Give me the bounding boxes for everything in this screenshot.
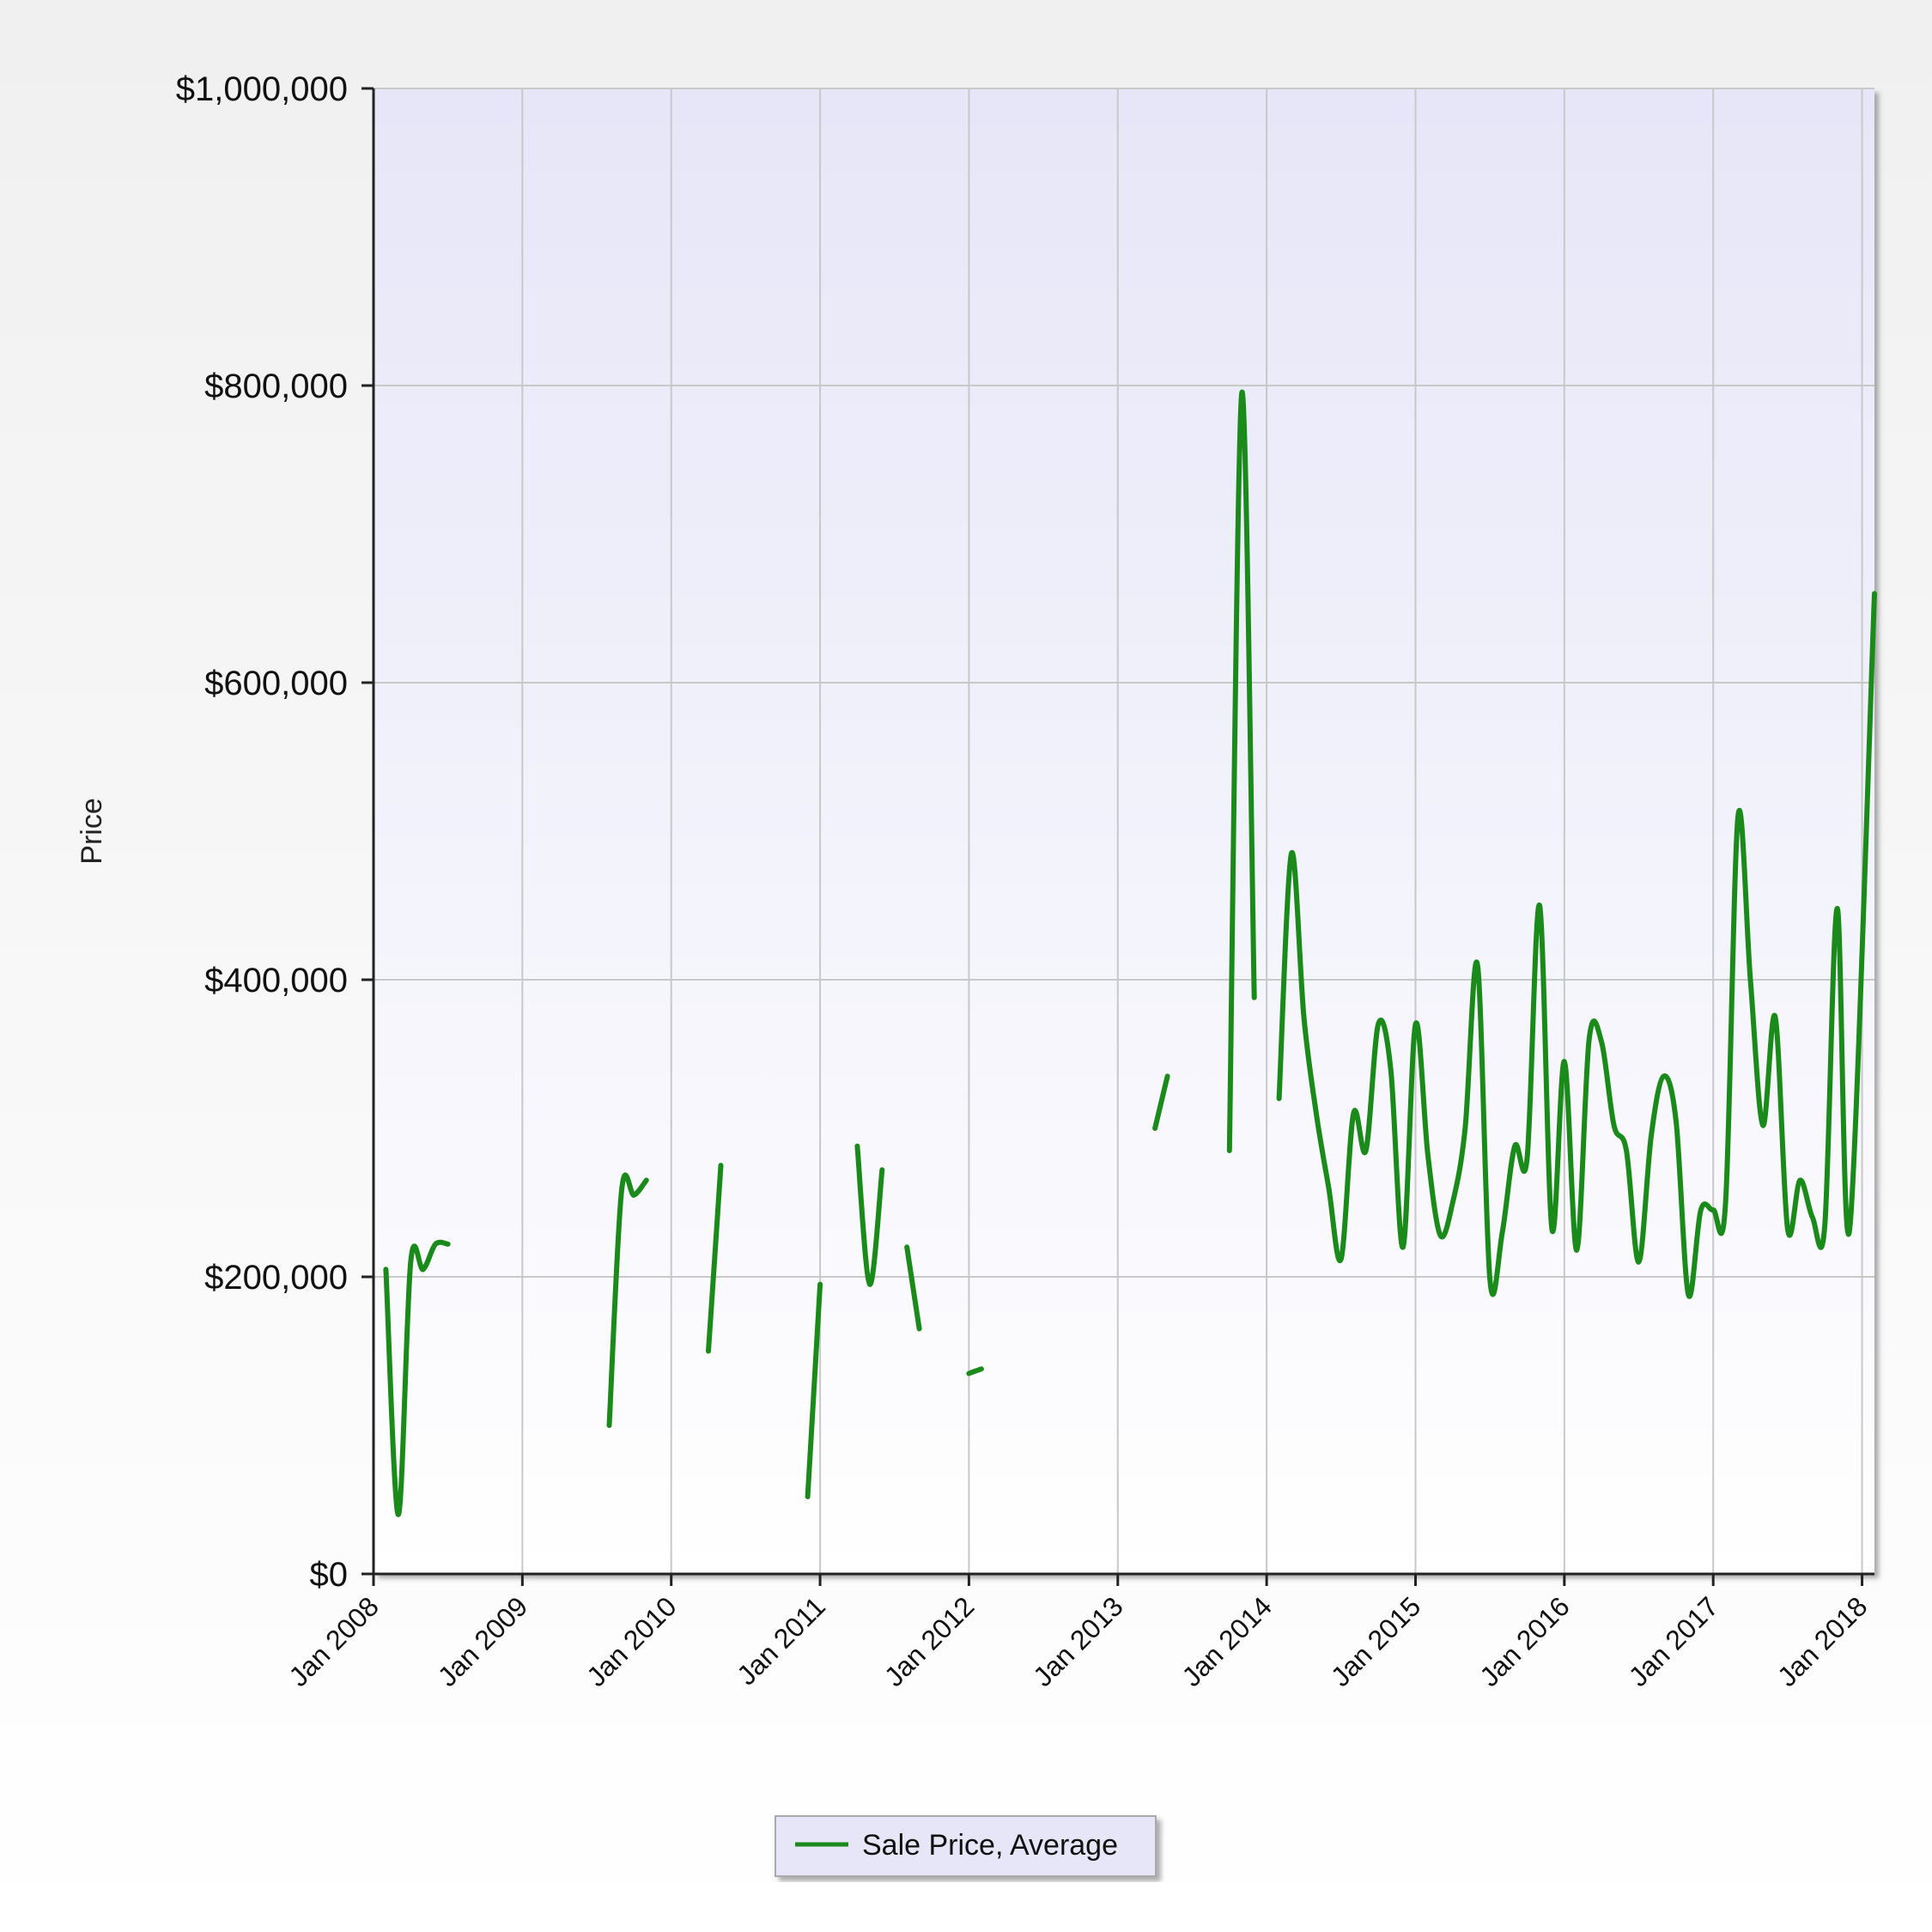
plot-area [374,88,1874,1574]
series-line-segment [606,1172,649,1428]
series-group [383,389,1877,1517]
x-tick-label: Jan 2011 [731,1590,831,1691]
series-line-segment [904,1244,922,1332]
series-line-segment [1226,389,1257,1153]
series-line-segment [1276,591,1877,1299]
y-tick-label: $600,000 [204,665,348,702]
legend-label: Sale Price, Average [862,1829,1118,1862]
series-line-segment [966,1366,984,1376]
grid-lines [374,88,1874,1574]
y-tick-label: $400,000 [204,962,348,999]
x-tick-label: Jan 2016 [1473,1590,1576,1692]
x-tick-label: Jan 2013 [1027,1590,1129,1692]
x-tick-label: Jan 2017 [1623,1590,1725,1692]
series-line-segment [854,1143,885,1287]
x-tick-label: Jan 2010 [580,1590,683,1692]
y-axis-ticks: $0 $200,000 $400,000 $600,000 $800,000 $1,000… [176,70,374,1594]
x-tick-label: Jan 2014 [1176,1590,1279,1692]
x-tick-label: Jan 2009 [432,1590,534,1692]
legend: Sale Price, Average [775,1815,1157,1877]
y-tick-label: $0 [310,1556,349,1594]
series-line-segment [805,1281,823,1499]
series-line-segment [383,1239,451,1517]
x-tick-label: Jan 2008 [283,1590,385,1692]
y-tick-label: $200,000 [204,1259,348,1297]
x-tick-label: Jan 2015 [1325,1590,1427,1692]
series-line-segment [1152,1073,1170,1131]
x-tick-label: Jan 2018 [1771,1590,1874,1692]
y-axis-label: Price [76,798,108,864]
series-line-segment [706,1163,724,1354]
x-axis-ticks: Jan 2008 Jan 2009 Jan 2010 Jan 2011 Jan 2012… [283,1574,1874,1692]
x-tick-label: Jan 2012 [878,1590,981,1692]
y-tick-label: $1,000,000 [176,70,348,108]
y-tick-label: $800,000 [204,368,348,405]
